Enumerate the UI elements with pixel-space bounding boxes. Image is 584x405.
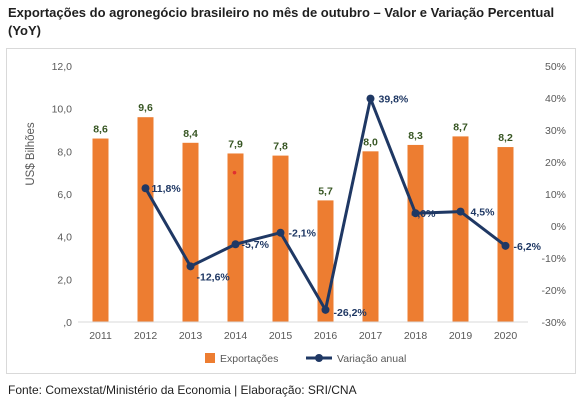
- x-tick-label: 2020: [494, 330, 518, 342]
- legend-label-line: Variação anual: [337, 353, 406, 365]
- line-value-label: 4,0%: [412, 208, 437, 220]
- bar: [92, 138, 109, 322]
- x-tick-label: 2013: [179, 330, 203, 342]
- y2-tick-label: 40%: [545, 93, 566, 105]
- y-tick-label: 8,0: [57, 146, 72, 158]
- y2-tick-label: 50%: [545, 61, 566, 73]
- line-value-label: 39,8%: [379, 94, 409, 106]
- bar-value-label: 9,6: [138, 102, 153, 114]
- line-point: [501, 241, 510, 250]
- line-value-label: -12,6%: [197, 271, 231, 283]
- y2-tick-label: 10%: [545, 189, 566, 201]
- chart-title: Exportações do agronegócio brasileiro no…: [8, 5, 555, 38]
- line-point: [231, 240, 240, 249]
- bar-value-label: 7,8: [273, 141, 288, 153]
- line-point: [276, 228, 285, 237]
- line-value-label: -2,1%: [289, 228, 317, 240]
- legend-label-bar: Exportações: [220, 353, 278, 365]
- bar-value-label: 8,3: [408, 130, 423, 142]
- y2-tick-label: -20%: [541, 285, 566, 297]
- y2-tick-label: 0%: [551, 221, 566, 233]
- y2-tick-label: 30%: [545, 125, 566, 137]
- bar-value-label: 8,6: [93, 124, 108, 136]
- source-footer: Fonte: Comexstat/Ministério da Economia …: [8, 383, 357, 397]
- x-tick-label: 2014: [224, 330, 248, 342]
- bar-value-label: 7,9: [228, 138, 243, 150]
- line-value-label: -26,2%: [334, 307, 368, 319]
- bar-value-label: 5,7: [318, 185, 333, 197]
- y-tick-label: 12,0: [52, 61, 73, 73]
- bar-value-label: 8,7: [453, 121, 468, 133]
- y2-tick-label: -10%: [541, 253, 566, 265]
- bar: [452, 136, 469, 322]
- bar: [137, 117, 154, 322]
- y2-tick-label: 20%: [545, 157, 566, 169]
- line-point: [456, 207, 465, 216]
- bar: [362, 151, 379, 322]
- x-tick-label: 2011: [89, 330, 112, 342]
- line-point: [366, 94, 375, 103]
- line-value-label: 11,8%: [152, 183, 182, 195]
- y-tick-label: ,0: [63, 317, 72, 329]
- y-tick-label: 2,0: [57, 274, 72, 286]
- line-point: [321, 305, 330, 314]
- chart-frame: [6, 48, 576, 374]
- y-tick-label: 6,0: [57, 189, 72, 201]
- bar: [227, 153, 244, 322]
- bar: [272, 155, 289, 322]
- bar: [497, 147, 514, 322]
- bar-value-label: 8,4: [183, 128, 198, 140]
- y2-tick-label: -30%: [541, 317, 566, 329]
- legend-marker-line: [315, 354, 323, 362]
- line-value-label: -6,2%: [514, 241, 542, 253]
- legend-swatch-bar: [205, 353, 215, 363]
- bar-value-label: 8,2: [498, 132, 513, 144]
- bar-value-label: 8,0: [363, 136, 378, 148]
- y-tick-label: 4,0: [57, 232, 72, 244]
- y-axis-title: US$ Bilhões: [25, 122, 37, 186]
- x-tick-label: 2015: [269, 330, 293, 342]
- line-point: [411, 209, 420, 218]
- bar: [182, 142, 199, 322]
- line-point: [186, 262, 195, 271]
- red-dot-marker: [232, 170, 237, 175]
- x-tick-label: 2019: [449, 330, 473, 342]
- x-tick-label: 2016: [314, 330, 338, 342]
- x-tick-label: 2012: [134, 330, 158, 342]
- line-value-label: 4,5%: [471, 207, 496, 219]
- line-point: [141, 184, 150, 193]
- line-value-label: -5,7%: [242, 239, 270, 251]
- x-tick-label: 2017: [359, 330, 383, 342]
- bar: [407, 144, 424, 322]
- y-tick-label: 10,0: [52, 104, 73, 116]
- x-tick-label: 2018: [404, 330, 428, 342]
